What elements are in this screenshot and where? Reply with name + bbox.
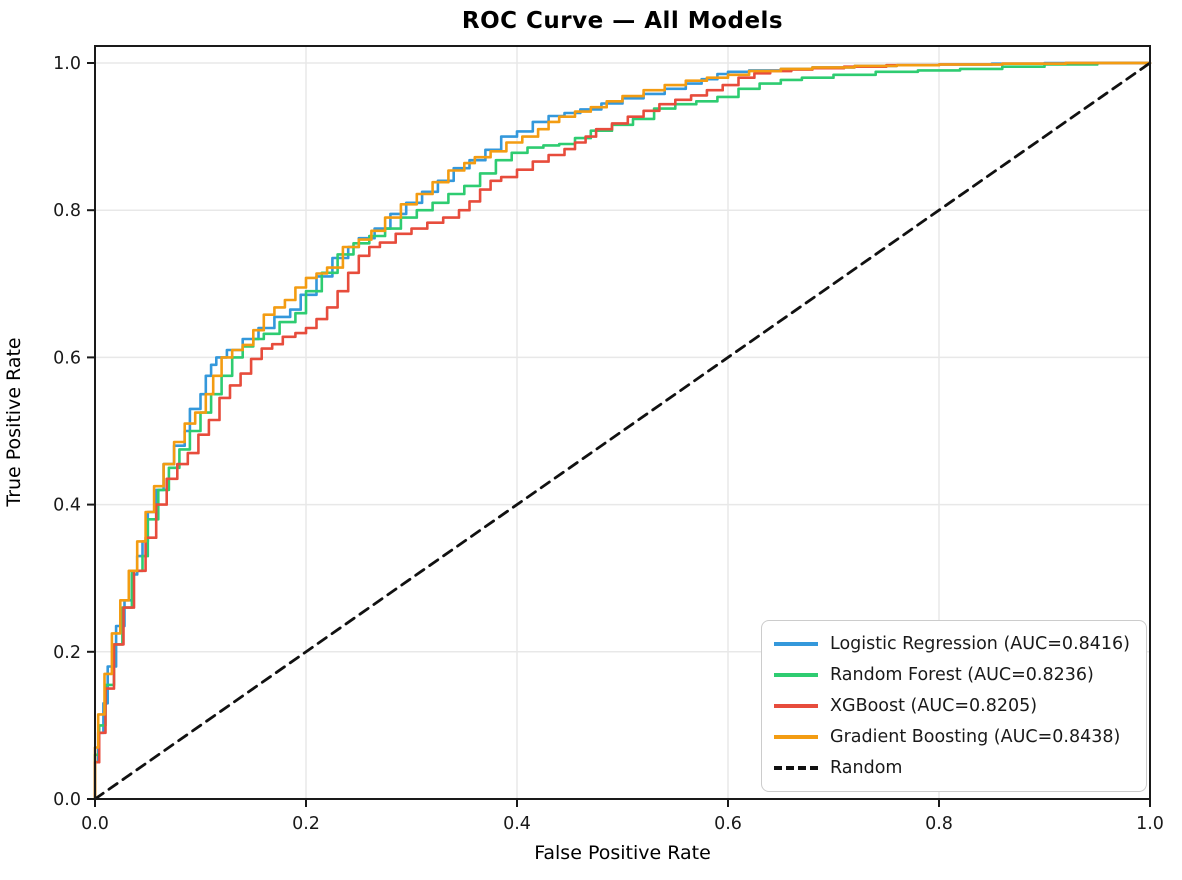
legend-entry: Random Forest (AUC=0.8236) xyxy=(774,663,1130,687)
legend-swatch-line xyxy=(774,642,819,646)
legend-label: Gradient Boosting (AUC=0.8438) xyxy=(830,727,1121,747)
y-tick-label: 0.6 xyxy=(53,348,81,368)
roc-curve-random xyxy=(93,61,1152,801)
legend-swatch-line xyxy=(774,735,819,739)
roc-curve-xgboost xyxy=(93,61,1152,801)
y-axis-label: True Positive Rate xyxy=(3,337,25,507)
legend: Logistic Regression (AUC=0.8416) Random F… xyxy=(761,620,1147,792)
legend-entry: Random xyxy=(774,756,1130,780)
x-axis-label: False Positive Rate xyxy=(534,842,711,864)
legend-swatch-line xyxy=(774,704,819,708)
legend-swatch-line xyxy=(774,673,819,677)
x-tick-label: 0.6 xyxy=(714,814,742,834)
y-tick-label: 1.0 xyxy=(53,54,81,74)
chart-title: ROC Curve — All Models xyxy=(461,8,784,34)
y-tick-label: 0.4 xyxy=(53,496,81,516)
x-tick-label: 0.0 xyxy=(81,814,109,834)
x-tick-label: 0.4 xyxy=(503,814,531,834)
x-tick-label: 1.0 xyxy=(1136,814,1164,834)
legend-entry: Gradient Boosting (AUC=0.8438) xyxy=(774,725,1130,749)
legend-label: Random xyxy=(830,758,903,778)
legend-entry: XGBoost (AUC=0.8205) xyxy=(774,694,1130,718)
roc-curve-random-forest xyxy=(93,61,1152,801)
x-tick-label: 0.8 xyxy=(925,814,953,834)
roc-curve-gradient-boosting xyxy=(93,61,1152,801)
legend-label: XGBoost (AUC=0.8205) xyxy=(830,696,1038,716)
plot-border xyxy=(94,45,1151,800)
legend-label: Random Forest (AUC=0.8236) xyxy=(830,665,1094,685)
y-tick-label: 0.2 xyxy=(53,643,81,663)
legend-entry: Logistic Regression (AUC=0.8416) xyxy=(774,632,1130,656)
legend-swatch-dashed-line xyxy=(774,766,819,770)
y-tick-label: 0.0 xyxy=(53,790,81,810)
x-tick-label: 0.2 xyxy=(292,814,320,834)
y-tick-label: 0.8 xyxy=(53,201,81,221)
legend-label: Logistic Regression (AUC=0.8416) xyxy=(830,634,1130,654)
